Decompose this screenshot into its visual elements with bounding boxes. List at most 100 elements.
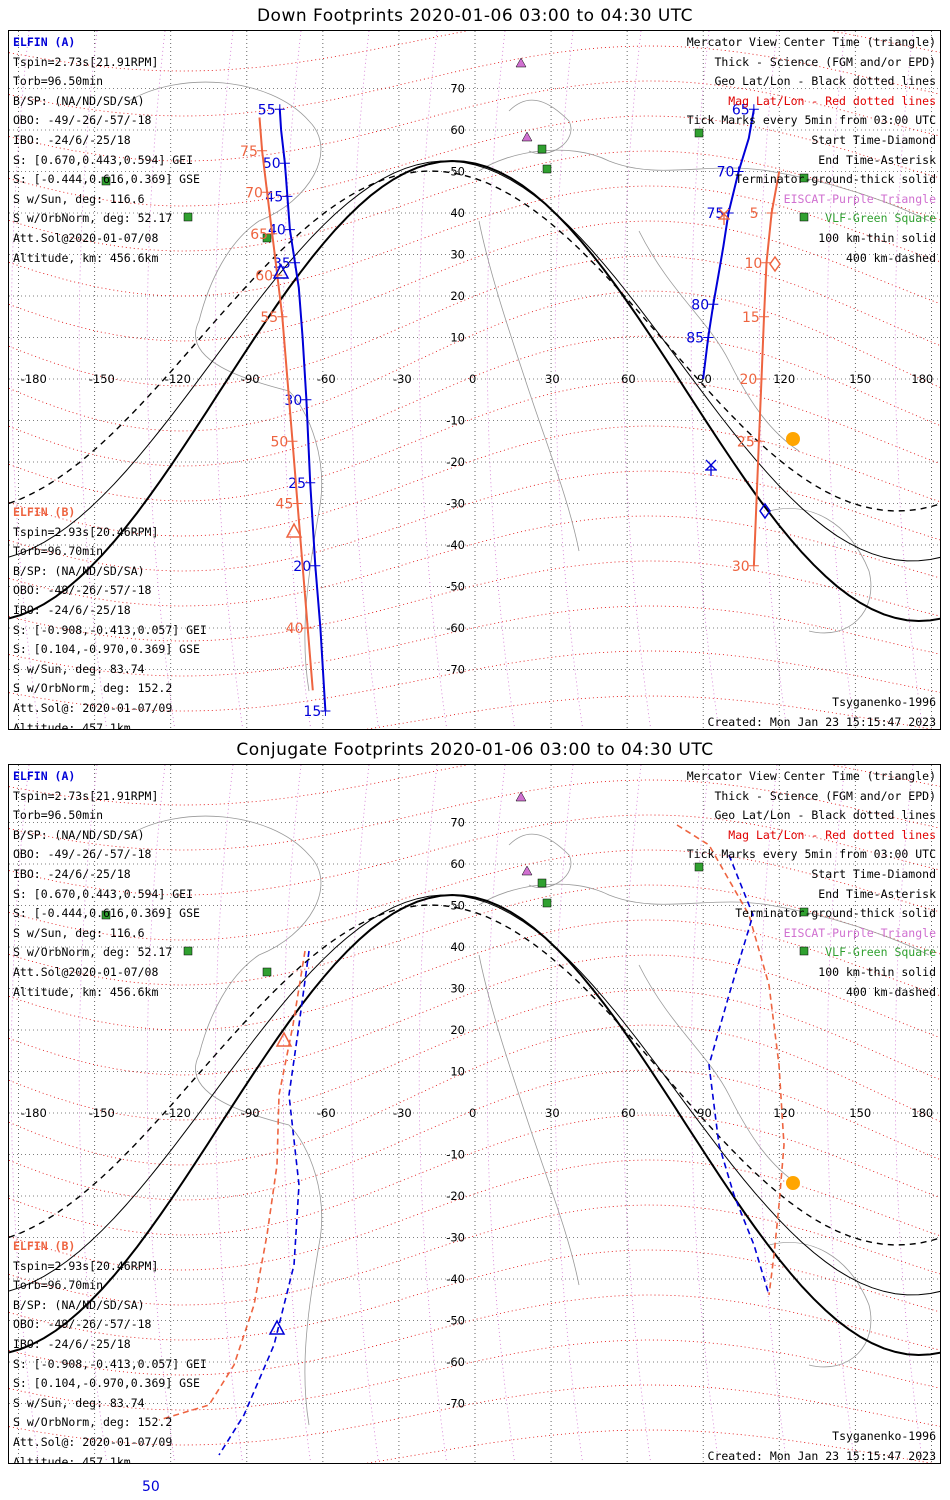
elfin-a-header: ELFIN (A) xyxy=(13,35,76,49)
lat-tick-label: 40 xyxy=(450,940,465,954)
lat-tick-label: -10 xyxy=(446,1148,465,1162)
vlf-square xyxy=(542,898,552,908)
lat-tick-label: -20 xyxy=(446,1189,465,1203)
lat-tick-label: -60 xyxy=(446,1355,465,1369)
elfin-b-center-triangle xyxy=(275,1031,293,1047)
terminator-curves xyxy=(9,893,940,1357)
lat-tick-label: -50 xyxy=(446,580,465,594)
elfin-b-track-east-tick-label: 5 xyxy=(750,206,759,222)
legend-item: VLF-Green Square xyxy=(825,211,936,226)
coastline xyxy=(768,1242,872,1368)
elfin-a-param: Att.Sol@2020-01-07/08 xyxy=(13,964,159,979)
lon-tick-label: 0 xyxy=(469,1106,476,1120)
legend-item: Tick Marks every 5min from 03:00 UTC xyxy=(686,847,936,862)
elfin-a-param: OBO: -49/-26/-57/-18 xyxy=(13,113,152,128)
elfin-a-track-east-tick-label: 85 xyxy=(686,331,704,347)
legend-item: 400 km-dashed xyxy=(845,984,936,999)
elfin-a-track-tick xyxy=(320,706,331,716)
elfin-b-param: B/SP: (NA/ND/SD/SA) xyxy=(13,1297,145,1312)
vlf-square xyxy=(799,946,809,956)
model-name: Tsyganenko-1996 xyxy=(832,1429,936,1443)
mag-meridian xyxy=(214,31,244,729)
mag-parallel xyxy=(9,1114,940,1236)
conjugate-track-offscreen-label: 50 xyxy=(142,1479,160,1495)
elfin-a-info: ELFIN (A) Tspin=2.73s[21.91RPM] Torb=96.50… xyxy=(13,767,200,1002)
elfin-a-param: S w/OrbNorm, deg: 52.17 xyxy=(13,211,173,226)
coastline xyxy=(638,230,800,452)
lon-tick-label: 0 xyxy=(469,372,476,386)
legend-item: Mercator View Center Time (triangle) xyxy=(686,769,936,783)
sun-icon xyxy=(786,432,800,446)
lat-tick-label: -60 xyxy=(446,621,465,635)
lat-tick-label: 60 xyxy=(450,857,465,871)
legend-item: Start Time-Diamond xyxy=(811,866,936,881)
legend-item: Tick Marks every 5min from 03:00 UTC xyxy=(686,113,936,128)
stations xyxy=(101,57,809,243)
lat-tick-label: 40 xyxy=(450,206,465,220)
elfin-a-track-tick-label: 30 xyxy=(284,393,302,409)
elfin-b-param: Att.Sol@: 2020-01-07/09 xyxy=(13,700,173,715)
mag-parallel xyxy=(9,255,940,387)
elfin-b-track xyxy=(258,117,314,691)
elfin-b-track-east-tick-label: 25 xyxy=(737,434,755,450)
lon-tick-label: 120 xyxy=(773,1106,795,1120)
lat-tick-label: -50 xyxy=(446,1314,465,1328)
elfin-a-param: Tspin=2.73s[21.91RPM] xyxy=(13,788,159,803)
elfin-b-param: Torb=96.70min xyxy=(13,1278,104,1293)
elfin-b-track-east-tick-label: 20 xyxy=(739,372,757,388)
vlf-square xyxy=(799,173,809,183)
vlf-square xyxy=(799,907,809,917)
lon-tick-label: -180 xyxy=(21,372,47,386)
elfin-b-track-tick xyxy=(267,228,278,239)
mag-meridian xyxy=(418,31,448,729)
elfin-b-param: S w/Sun, deg: 83.74 xyxy=(13,1395,145,1410)
lat-tick-label: 70 xyxy=(450,816,465,830)
elfin-a-param: Altitude, km: 456.6km xyxy=(13,984,159,999)
elfin-b-center-triangle xyxy=(285,522,303,538)
elfin-a-track-east xyxy=(702,109,755,380)
elfin-b-param: IBO: -24/6/-25/18 xyxy=(13,602,131,617)
elfin-a-conjugate-track-east xyxy=(708,854,770,1296)
mag-parallel xyxy=(9,954,940,1076)
legend-item: 100 km-thin solid xyxy=(818,964,936,979)
elfin-a-track-east-tick-label: 80 xyxy=(691,297,709,313)
elfin-a-conjugate-track xyxy=(218,950,310,1456)
elfin-b-param: IBO: -24/6/-25/18 xyxy=(13,1336,131,1351)
elfin-a-param: S: [-0.444,0.616,0.369] GSE xyxy=(13,172,200,187)
elfin-b-conjugate-track-east xyxy=(676,824,785,1296)
vlf-square xyxy=(101,176,111,186)
elfin-b-info: ELFIN (B) Tspin=2.93s[20.46RPM] Torb=96.70… xyxy=(13,503,207,729)
lon-tick-label: 60 xyxy=(621,1106,636,1120)
elfin-a-track-tick-label: 50 xyxy=(263,156,281,172)
mag-parallel xyxy=(9,1384,940,1446)
elfin-a-param: OBO: -49/-26/-57/-18 xyxy=(13,847,152,862)
model-credit: Tsyganenko-1996 Created: Mon Jan 23 15:15… xyxy=(708,1427,936,1463)
elfin-b-param: S: [0.104,-0.970,0.369] GSE xyxy=(13,642,200,657)
lat-tick-label: 50 xyxy=(450,165,465,179)
elfin-b-track-east-tick-label: 10 xyxy=(745,256,763,272)
lon-tick-label: -90 xyxy=(241,372,260,386)
elfin-b-param: Att.Sol@: 2020-01-07/09 xyxy=(13,1434,173,1449)
elfin-a-param: S w/Sun, deg: 116.6 xyxy=(13,191,145,206)
lon-tick-label: 150 xyxy=(849,372,871,386)
elfin-a-param: Att.Sol@2020-01-07/08 xyxy=(13,230,159,245)
elfin-a-track-tick xyxy=(290,257,301,268)
lon-tick-label: 90 xyxy=(697,372,712,386)
terminator-400km xyxy=(9,170,940,512)
mag-parallel xyxy=(9,335,940,467)
vlf-square xyxy=(183,212,193,222)
elfin-b-track-tick xyxy=(292,498,303,509)
elfin-b-track-east-tick xyxy=(766,208,777,218)
lon-tick-label: 60 xyxy=(621,372,636,386)
elfin-b-track-tick-label: 60 xyxy=(255,268,273,284)
elfin-a-param: S w/Sun, deg: 116.6 xyxy=(13,925,145,940)
legend-item: Thick - Science (FGM and/or EPD) xyxy=(714,54,936,69)
vlf-square xyxy=(537,878,547,888)
elfin-a-param: S: [0.670,0.443,0.594] GEI xyxy=(13,886,194,901)
legend-item: EISCAT-Purple Triangle xyxy=(783,925,936,940)
elfin-b-param: OBO: -49/-26/-57/-18 xyxy=(13,583,152,598)
elfin-a-track-tick xyxy=(310,560,321,571)
elfin-a-track-tick-label: 15 xyxy=(303,704,321,720)
panel-conjugate-footprints: -180 -150 -120 -90 -60 -30 0 30 60 90 120 150 180 70 6… xyxy=(8,764,941,1464)
lon-tick-label: -180 xyxy=(21,1106,47,1120)
